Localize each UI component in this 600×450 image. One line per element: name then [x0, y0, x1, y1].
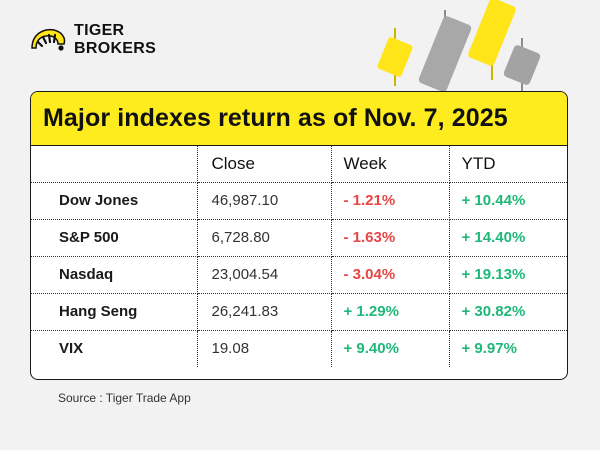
title-bar: Major indexes return as of Nov. 7, 2025 [31, 92, 567, 146]
ytd-change: + 10.44% [449, 182, 567, 220]
close-value: 26,241.83 [197, 293, 332, 331]
close-value: 19.08 [197, 330, 332, 367]
close-value: 6,728.80 [197, 219, 332, 257]
tiger-brokers-logo: TIGER BROKERS [28, 18, 178, 62]
brand-line-2: BROKERS [74, 40, 157, 57]
ytd-change: + 19.13% [449, 256, 567, 294]
week-change: - 3.04% [331, 256, 450, 294]
column-header-name [31, 146, 198, 183]
index-name: VIX [31, 330, 198, 367]
brand-line-1: TIGER [74, 22, 125, 39]
column-header-ytd: YTD [449, 146, 567, 183]
table-row: Hang Seng 26,241.83 + 1.29% + 30.82% [31, 293, 567, 331]
table-row: Dow Jones 46,987.10 - 1.21% + 10.44% [31, 182, 567, 220]
week-change: - 1.63% [331, 219, 450, 257]
table-row: VIX 19.08 + 9.40% + 9.97% [31, 330, 567, 367]
close-value: 23,004.54 [197, 256, 332, 294]
candlestick-decoration [377, 0, 541, 100]
candle-gray-tall [418, 16, 472, 92]
table-row: Nasdaq 23,004.54 - 3.04% + 19.13% [31, 256, 567, 294]
candle-gray-small [503, 45, 541, 85]
index-name: Nasdaq [31, 256, 198, 294]
index-name: Hang Seng [31, 293, 198, 331]
tiger-logo-icon [31, 28, 66, 51]
table-row: S&P 500 6,728.80 - 1.63% + 14.40% [31, 219, 567, 257]
ytd-change: + 30.82% [449, 293, 567, 331]
ytd-change: + 9.97% [461, 340, 517, 358]
index-name: Dow Jones [31, 182, 198, 220]
week-change: + 9.40% [331, 330, 450, 367]
table-header-row: Close Week YTD [31, 146, 567, 183]
source-note: Source : Tiger Trade App [58, 391, 191, 405]
index-returns-table: Close Week YTD Dow Jones 46,987.10 - 1.2… [31, 146, 567, 367]
week-change: - 1.21% [331, 182, 450, 220]
week-change: + 1.29% [331, 293, 450, 331]
index-returns-card: Major indexes return as of Nov. 7, 2025 … [30, 91, 568, 380]
ytd-change: + 14.40% [449, 219, 567, 257]
column-header-week: Week [331, 146, 450, 183]
close-value: 46,987.10 [197, 182, 332, 220]
column-header-close: Close [197, 146, 332, 183]
candle-yellow-left [377, 37, 413, 77]
page-title: Major indexes return as of Nov. 7, 2025 [43, 104, 508, 132]
candle-yellow-tall [468, 0, 516, 66]
index-name: S&P 500 [31, 219, 198, 257]
